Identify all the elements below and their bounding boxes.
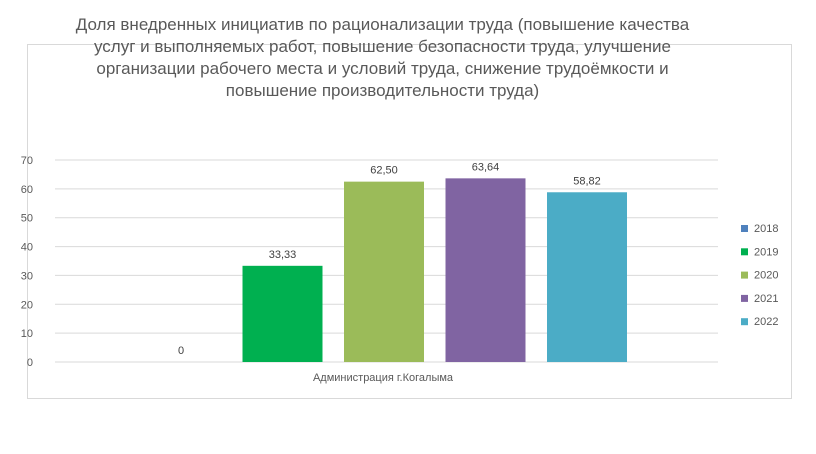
y-tick-label-0: 0: [27, 357, 33, 369]
legend-label-2021: 2021: [754, 293, 778, 305]
legend-label-2018: 2018: [754, 223, 778, 235]
bar-2022: [547, 192, 627, 362]
bar-2021: [445, 178, 526, 362]
y-tick-label-20: 20: [21, 299, 33, 311]
data-label-2020: 62,50: [370, 165, 398, 177]
legend-label-2019: 2019: [754, 246, 778, 258]
data-label-2019: 33,33: [269, 249, 297, 261]
legend-swatch-2022: [741, 318, 748, 326]
y-tick-label-30: 30: [21, 270, 33, 282]
legend-swatch-2021: [741, 294, 748, 302]
legend-swatch-2018: [741, 225, 748, 232]
data-label-2022: 58,82: [573, 175, 601, 187]
legend-label-2022: 2022: [754, 316, 778, 328]
legend-swatch-2020: [741, 271, 748, 279]
y-tick-label-50: 50: [21, 213, 33, 225]
y-tick-label-60: 60: [21, 184, 33, 196]
y-tick-label-10: 10: [21, 328, 33, 340]
legend-swatch-2019: [741, 248, 748, 256]
bar-2019: [242, 265, 323, 362]
chart-title: Доля внедренных инициатив по рационализа…: [75, 15, 690, 100]
data-label-2018: 0: [178, 345, 184, 357]
data-label-2021: 63,64: [472, 161, 500, 173]
x-category-label: Администрация г.Когалыма: [313, 372, 454, 384]
y-tick-label-70: 70: [21, 155, 33, 167]
legend-label-2020: 2020: [754, 270, 778, 282]
bar-2020: [344, 181, 424, 362]
y-tick-label-40: 40: [21, 242, 33, 254]
